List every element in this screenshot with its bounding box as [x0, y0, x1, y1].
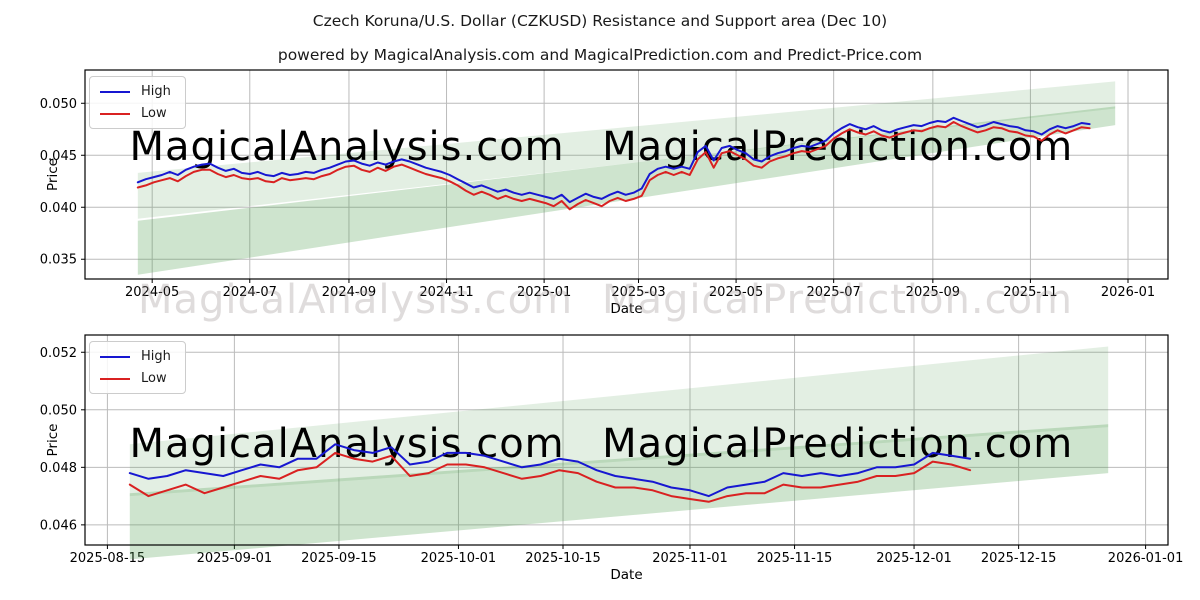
low-line — [136, 121, 1091, 211]
resistance-area-band — [137, 81, 1116, 219]
legend-label-high: High — [141, 84, 171, 99]
high-line — [128, 443, 972, 498]
support-area-band — [137, 106, 1116, 275]
y-tick-label: 0.052 — [40, 346, 77, 361]
low-line-swatch-icon — [100, 112, 130, 115]
high-line-swatch-icon — [100, 90, 130, 93]
y-tick-label: 0.048 — [40, 461, 77, 476]
x-tick-label: 2025-05 — [709, 285, 763, 300]
watermark-analysis-text: MagicalAnalysis.com — [130, 421, 565, 467]
legend-row-high: High — [100, 84, 171, 99]
legend-row-low: Low — [100, 106, 171, 121]
x-tick-label: 2024-07 — [223, 285, 277, 300]
x-tick-label: 2024-05 — [125, 285, 179, 300]
legend-label-high: High — [141, 349, 171, 364]
plot-border — [84, 334, 1169, 546]
low-line-swatch-icon — [100, 377, 130, 380]
x-tick-label: 2025-09-01 — [197, 551, 273, 566]
legend-bottom: High Low — [89, 341, 186, 394]
y-axis-label: Price — [45, 424, 61, 457]
low-line — [128, 451, 972, 503]
page-subtitle: powered by MagicalAnalysis.com and Magic… — [277, 46, 923, 64]
x-tick-label: 2024-09 — [322, 285, 376, 300]
x-tick-label: 2026-01 — [1101, 285, 1155, 300]
support-area-band — [129, 424, 1109, 560]
x-tick-label: 2025-10-15 — [525, 551, 601, 566]
x-tick-label: 2026-01-01 — [1108, 551, 1184, 566]
x-tick-label: 2024-11 — [419, 285, 473, 300]
x-tick-label: 2025-10-01 — [421, 551, 497, 566]
legend-row-low: Low — [100, 371, 171, 386]
x-tick-label: 2025-11 — [1003, 285, 1057, 300]
watermark-analysis-text: MagicalAnalysis.com — [130, 124, 565, 170]
x-tick-label: 2025-07 — [806, 285, 860, 300]
legend-label-low: Low — [141, 106, 167, 121]
y-tick-label: 0.040 — [40, 201, 77, 216]
plot-border — [84, 69, 1169, 280]
high-line — [136, 116, 1091, 204]
y-tick-label: 0.035 — [40, 253, 77, 268]
x-tick-label: 2025-11-01 — [652, 551, 728, 566]
x-tick-label: 2025-12-01 — [876, 551, 952, 566]
resistance-area-band — [129, 346, 1109, 497]
page-title: Czech Koruna/U.S. Dollar (CZKUSD) Resist… — [312, 12, 888, 30]
x-tick-label: 2025-03 — [611, 285, 665, 300]
legend-row-high: High — [100, 349, 171, 364]
legend-label-low: Low — [141, 371, 167, 386]
watermark-prediction-text: MagicalPrediction.com — [602, 421, 1073, 467]
x-tick-label: 2025-09-15 — [301, 551, 377, 566]
x-tick-label: 2025-08-15 — [70, 551, 146, 566]
x-tick-label: 2025-01 — [517, 285, 571, 300]
y-axis-label: Price — [45, 158, 61, 191]
high-line-swatch-icon — [100, 355, 130, 358]
y-tick-label: 0.050 — [40, 403, 77, 418]
chart-bottom-canvas: 2025-08-15 2025-09-01 2025-09-15 2025-10-01… — [40, 334, 1184, 583]
x-tick-label: 2025-12-15 — [981, 551, 1057, 566]
legend-top: High Low — [89, 76, 186, 129]
x-tick-label: 2025-11-15 — [757, 551, 833, 566]
chart-top-canvas: 2024-05 2024-07 2024-09 2024-11 2025-01 2025-… — [40, 69, 1169, 317]
x-axis-label: Date — [610, 567, 642, 583]
x-tick-label: 2025-09 — [906, 285, 960, 300]
x-axis-label: Date — [610, 301, 642, 317]
y-tick-label: 0.045 — [40, 149, 77, 164]
y-tick-label: 0.050 — [40, 97, 77, 112]
y-tick-label: 0.046 — [40, 518, 77, 533]
